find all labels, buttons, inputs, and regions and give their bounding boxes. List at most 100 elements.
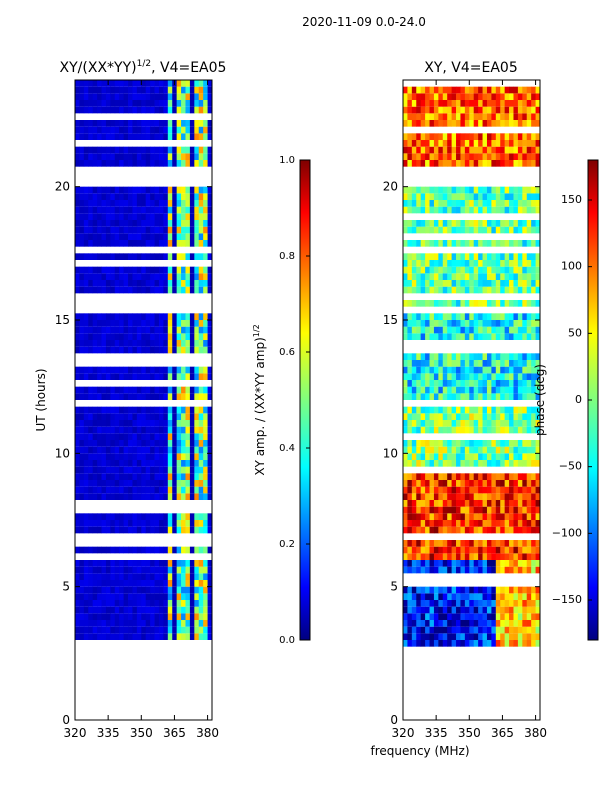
- heatmap-cell: [438, 493, 444, 500]
- heatmap-cell: [486, 106, 492, 114]
- heatmap-cell: [203, 513, 208, 520]
- heatmap-cell: [176, 446, 182, 454]
- heatmap-cell: [97, 220, 102, 227]
- heatmap-cell: [203, 200, 208, 207]
- heatmap-cell: [114, 460, 120, 467]
- heatmap-cell: [469, 393, 475, 400]
- heatmap-cell: [473, 326, 479, 334]
- heatmap-cell: [513, 266, 519, 274]
- heatmap-cell: [456, 620, 461, 627]
- heatmap-cell: [128, 606, 133, 614]
- heatmap-cell: [425, 640, 430, 647]
- heatmap-cell: [509, 460, 514, 467]
- heatmap-cell: [83, 206, 89, 214]
- heatmap-cell: [79, 286, 85, 294]
- heatmap-cell: [473, 353, 479, 360]
- heatmap-cell: [420, 86, 426, 94]
- heatmap-cell: [535, 140, 541, 147]
- heatmap-cell: [407, 413, 413, 420]
- heatmap-cell: [88, 313, 94, 320]
- heatmap-cell: [509, 146, 514, 154]
- heatmap-cell: [105, 226, 111, 234]
- heatmap-cell: [97, 233, 102, 240]
- heatmap-cell: [141, 340, 147, 347]
- heatmap-cell: [411, 426, 417, 434]
- heatmap-cell: [531, 206, 536, 214]
- heatmap-cell: [163, 406, 169, 414]
- heatmap-cell: [504, 593, 510, 600]
- heatmap-cell: [442, 280, 448, 287]
- heatmap-cell: [185, 573, 191, 580]
- heatmap-cell: [509, 326, 514, 334]
- heatmap-cell: [114, 413, 120, 420]
- heatmap-cell: [110, 93, 116, 100]
- heatmap-cell: [163, 580, 169, 587]
- heatmap-cell: [150, 573, 155, 580]
- heatmap-cell: [447, 546, 453, 554]
- heatmap-cell: [97, 426, 102, 434]
- heatmap-cell: [456, 506, 461, 514]
- heatmap-cell: [526, 613, 532, 620]
- heatmap-cell: [411, 453, 417, 460]
- heatmap-cell: [513, 413, 519, 420]
- heatmap-cell: [416, 193, 422, 200]
- heatmap-cell: [145, 346, 151, 354]
- heatmap-cell: [203, 526, 208, 534]
- heatmap-cell: [517, 620, 523, 627]
- heatmap-cell: [473, 493, 479, 500]
- heatmap-cell: [442, 300, 448, 307]
- x-tick-label: 335: [425, 726, 448, 740]
- heatmap-cell: [198, 620, 204, 627]
- heatmap-cell: [150, 453, 155, 460]
- heatmap-cell: [486, 300, 492, 307]
- heatmap-cell: [97, 466, 102, 474]
- heatmap-cell: [425, 313, 430, 320]
- heatmap-cell: [141, 346, 147, 354]
- heatmap-cell: [150, 633, 155, 640]
- heatmap-cell: [141, 520, 147, 527]
- heatmap-cell: [509, 386, 514, 394]
- heatmap-cell: [504, 606, 510, 614]
- heatmap-cell: [181, 200, 186, 207]
- heatmap-cell: [185, 333, 191, 340]
- heatmap-cell: [517, 453, 523, 460]
- heatmap-cell: [433, 373, 439, 380]
- heatmap-cell: [513, 620, 519, 627]
- heatmap-cell: [407, 426, 413, 434]
- heatmap-cell: [88, 80, 94, 87]
- heatmap-cell: [176, 440, 182, 447]
- heatmap-cell: [136, 520, 142, 527]
- heatmap-cell: [79, 280, 85, 287]
- heatmap-cell: [425, 373, 430, 380]
- heatmap-cell: [442, 486, 448, 494]
- heatmap-cell: [181, 213, 186, 220]
- heatmap-cell: [535, 100, 541, 107]
- heatmap-cell: [101, 280, 107, 287]
- heatmap-cell: [456, 186, 461, 194]
- heatmap-cell: [145, 240, 151, 247]
- heatmap-cell: [145, 566, 151, 574]
- heatmap-cell: [429, 260, 435, 267]
- heatmap-cell: [194, 406, 200, 414]
- heatmap-cell: [110, 86, 116, 94]
- heatmap-cell: [517, 600, 523, 607]
- heatmap-cell: [433, 280, 439, 287]
- heatmap-cell: [420, 513, 426, 520]
- heatmap-cell: [429, 546, 435, 554]
- heatmap-cell: [123, 433, 129, 440]
- heatmap-cell: [464, 333, 470, 340]
- heatmap-cell: [194, 273, 200, 280]
- heatmap-cell: [185, 220, 191, 227]
- heatmap-cell: [469, 273, 475, 280]
- heatmap-cell: [486, 333, 492, 340]
- heatmap-cell: [500, 460, 506, 467]
- heatmap-cell: [517, 186, 523, 194]
- heatmap-cell: [416, 253, 422, 260]
- heatmap-cell: [429, 520, 435, 527]
- heatmap-cell: [469, 426, 475, 434]
- heatmap-cell: [464, 486, 470, 494]
- heatmap-cell: [460, 100, 466, 107]
- heatmap-cell: [464, 133, 470, 140]
- heatmap-cell: [495, 640, 501, 647]
- heatmap-cell: [535, 253, 541, 260]
